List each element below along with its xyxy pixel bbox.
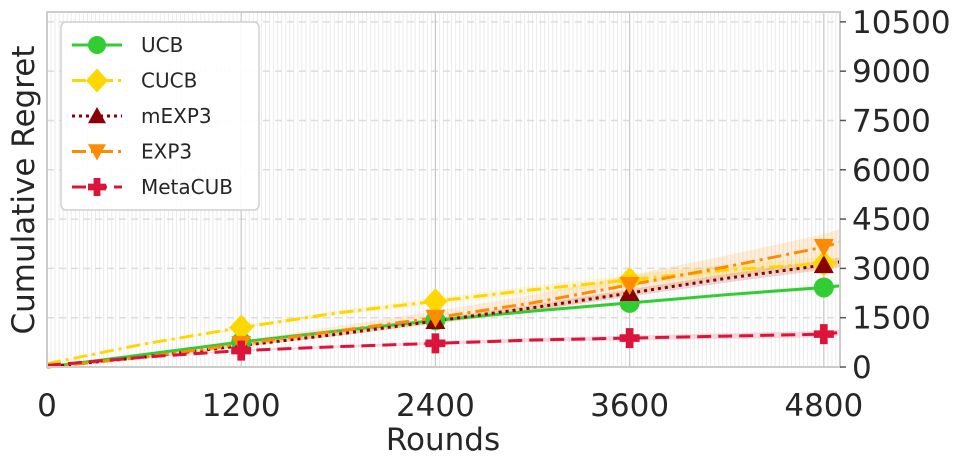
legend-ucb-label: UCB	[141, 33, 183, 57]
cucb-line	[46, 260, 841, 366]
series-lines	[46, 240, 841, 369]
y-tick-label: 0	[852, 350, 872, 386]
legend-metacub-label: MetaCUB	[141, 175, 233, 199]
exp3-marker	[813, 239, 834, 258]
plot-frame	[46, 11, 841, 368]
ucb-line	[46, 284, 841, 369]
y-tick-label: 3000	[852, 251, 931, 287]
metacub-marker	[231, 340, 252, 361]
exp3-marker	[425, 309, 446, 328]
x-axis-label: Rounds	[386, 422, 500, 458]
x-tick-label: 3600	[590, 388, 669, 424]
legend-exp3-label: EXP3	[141, 140, 192, 164]
y-tick-label: 7500	[852, 103, 931, 139]
x-tick-label: 0	[37, 388, 57, 424]
legend-mexp3-marker	[88, 107, 106, 124]
y-axis-label: Cumulative Regret	[6, 46, 42, 335]
metacub-marker	[813, 324, 834, 345]
y-tick-label: 1500	[852, 301, 931, 337]
y-tick-label: 10500	[852, 5, 951, 41]
exp3-line	[46, 240, 841, 369]
cucb-marker	[423, 288, 448, 315]
mexp3-marker	[813, 255, 834, 274]
y-tick-label: 9000	[852, 54, 931, 90]
x-tick-label: 2400	[396, 388, 475, 424]
cucb-marker	[229, 314, 254, 341]
legend-exp3-marker	[88, 144, 106, 161]
y-tick-label: 6000	[852, 153, 931, 189]
series-markers	[229, 239, 836, 361]
legend-metacub-marker	[88, 178, 106, 196]
y-tick-labels: 0 1500 3000 4500 6000 7500 9000 10500	[840, 5, 951, 386]
exp3-marker	[619, 276, 640, 295]
legend-cucb-label: CUCB	[141, 69, 197, 93]
legend-mexp3-label: mEXP3	[141, 104, 212, 128]
y-tick-label: 4500	[852, 202, 931, 238]
legend-ucb-marker	[88, 36, 106, 54]
legend-box	[60, 21, 260, 211]
x-tick-label: 4800	[784, 388, 863, 424]
metacub-marker	[425, 333, 446, 354]
legend: UCB CUCB mEXP3 EXP3 MetaCUB	[60, 21, 260, 211]
x-tick-label: 1200	[202, 388, 281, 424]
x-tick-labels: 0 1200 2400 3600 4800	[37, 388, 863, 424]
metacub-marker	[619, 328, 640, 349]
legend-cucb-marker	[86, 68, 108, 93]
ucb-marker	[813, 277, 834, 298]
